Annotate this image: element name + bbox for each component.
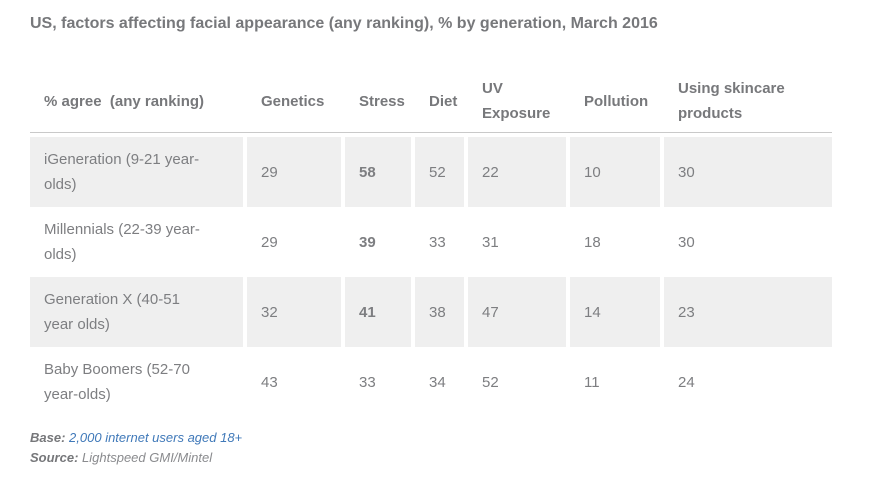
row-label: Millennials (22-39 year- olds) — [44, 221, 200, 263]
cell-stress: 41 — [345, 277, 411, 347]
cell-pollution: 18 — [584, 233, 601, 251]
header-cell-uv-exposure: UV Exposure — [482, 80, 551, 122]
cell-diet: 52 — [415, 137, 464, 207]
header-cell-pollution: Pollution — [584, 92, 649, 110]
data-table: % agree (any ranking) Genetics Stress Di… — [30, 70, 832, 417]
page-title: US, factors affecting facial appearance … — [30, 15, 658, 32]
cell-stress: 58 — [345, 137, 411, 207]
cell-genetics: 32 — [247, 277, 341, 347]
header-cell-genetics: Genetics — [261, 92, 325, 110]
cell-genetics: 43 — [261, 373, 278, 391]
header-row: % agree (any ranking) Genetics Stress Di… — [30, 70, 832, 133]
cell-genetics: 29 — [247, 137, 341, 207]
cell-pollution: 10 — [570, 137, 660, 207]
table-row-millennials: Millennials (22-39 year- olds) 29 39 33 … — [30, 207, 832, 277]
cell-pollution: 11 — [584, 373, 600, 391]
cell-skincare: 30 — [664, 137, 832, 207]
cell-skincare: 30 — [678, 233, 695, 251]
source-value: Lightspeed GMI/Mintel — [82, 450, 213, 465]
cell-stress: 39 — [359, 233, 376, 251]
report-figure: US, factors affecting facial appearance … — [30, 15, 845, 468]
cell-stress: 33 — [359, 373, 376, 391]
table-row-baby-boomers: Baby Boomers (52-70 year-olds) 43 33 34 … — [30, 347, 832, 417]
cell-genetics: 29 — [261, 233, 278, 251]
source-label: Source: — [30, 450, 79, 465]
header-cell-skincare: Using skincare products — [678, 80, 785, 122]
header-cell-diet: Diet — [429, 92, 458, 110]
row-label: Generation X (40-51 year olds) — [30, 277, 243, 347]
cell-uv-exposure: 22 — [468, 137, 566, 207]
source-note: Source: Lightspeed GMI/Mintel — [30, 448, 845, 468]
header-cell-stress: Stress — [359, 92, 405, 110]
header-cell-agree: % agree (any ranking) — [44, 92, 205, 110]
base-link[interactable]: 2,000 internet users aged 18+ — [69, 430, 243, 445]
row-label: iGeneration (9-21 year- olds) — [30, 137, 243, 207]
cell-uv-exposure: 31 — [482, 233, 499, 251]
footnotes: Base: 2,000 internet users aged 18+ Sour… — [30, 428, 845, 468]
cell-diet: 33 — [429, 233, 446, 251]
base-label: Base: — [30, 430, 66, 445]
cell-skincare: 24 — [678, 373, 695, 391]
cell-uv-exposure: 52 — [482, 373, 499, 391]
row-label: Baby Boomers (52-70 year-olds) — [44, 361, 190, 403]
cell-diet: 38 — [415, 277, 464, 347]
cell-skincare: 23 — [664, 277, 832, 347]
cell-pollution: 14 — [570, 277, 660, 347]
cell-uv-exposure: 47 — [468, 277, 566, 347]
table-row-generation-x: Generation X (40-51 year olds) 32 41 38 … — [30, 277, 832, 347]
base-note: Base: 2,000 internet users aged 18+ — [30, 428, 845, 448]
table-row-igeneration: iGeneration (9-21 year- olds) 29 58 52 2… — [30, 137, 832, 207]
cell-diet: 34 — [429, 373, 446, 391]
